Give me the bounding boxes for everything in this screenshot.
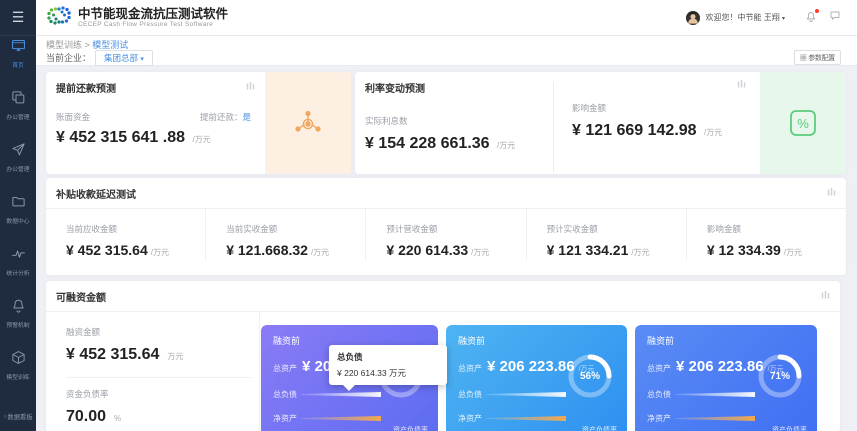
svg-text:%: % bbox=[797, 116, 809, 131]
